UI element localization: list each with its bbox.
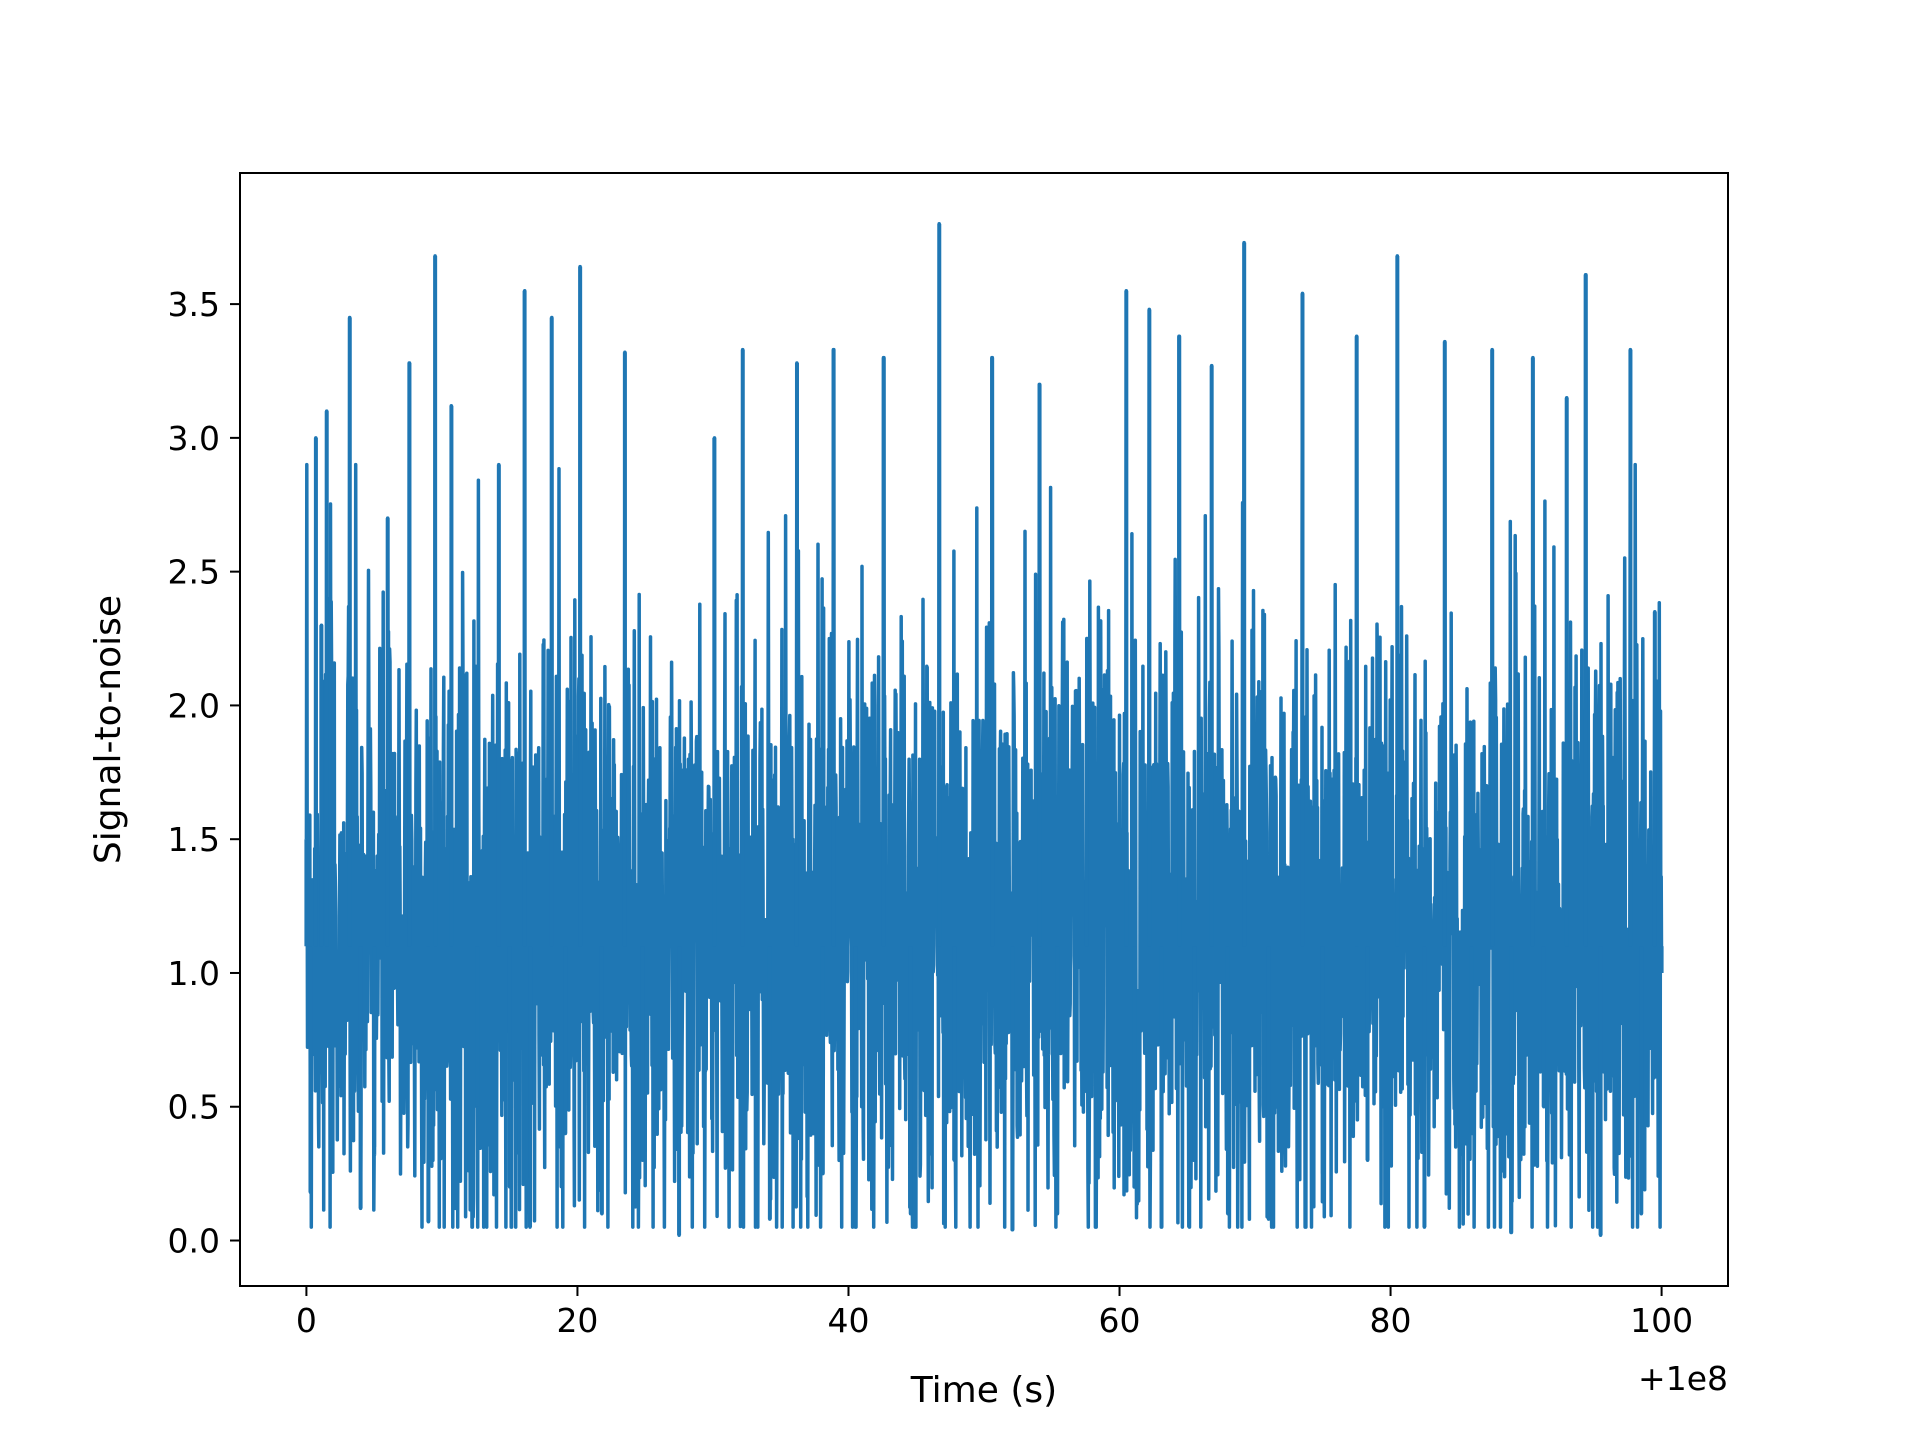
x-tick-label: 40 xyxy=(827,1301,869,1340)
signal-series-line xyxy=(304,222,1664,1237)
y-tick-label: 2.0 xyxy=(168,686,220,725)
x-tick-label: 80 xyxy=(1370,1301,1412,1340)
y-tick-label: 1.0 xyxy=(168,954,220,993)
y-tick-label: 3.0 xyxy=(168,419,220,458)
y-tick-label: 3.5 xyxy=(168,285,220,324)
x-tick-label: 20 xyxy=(556,1301,598,1340)
x-tick-label: 100 xyxy=(1630,1301,1693,1340)
y-tick-label: 0.0 xyxy=(168,1222,220,1261)
x-tick-label: 0 xyxy=(296,1301,317,1340)
y-tick-label: 1.5 xyxy=(168,820,220,859)
plot-frame xyxy=(239,172,1729,1287)
x-axis-label: Time (s) xyxy=(910,1370,1057,1411)
x-offset-label: +1e8 xyxy=(1638,1359,1728,1398)
y-tick-label: 2.5 xyxy=(168,553,220,592)
x-tick-label: 60 xyxy=(1099,1301,1141,1340)
y-axis-label: Signal-to-noise xyxy=(88,595,129,864)
y-tick-label: 0.5 xyxy=(168,1088,220,1127)
